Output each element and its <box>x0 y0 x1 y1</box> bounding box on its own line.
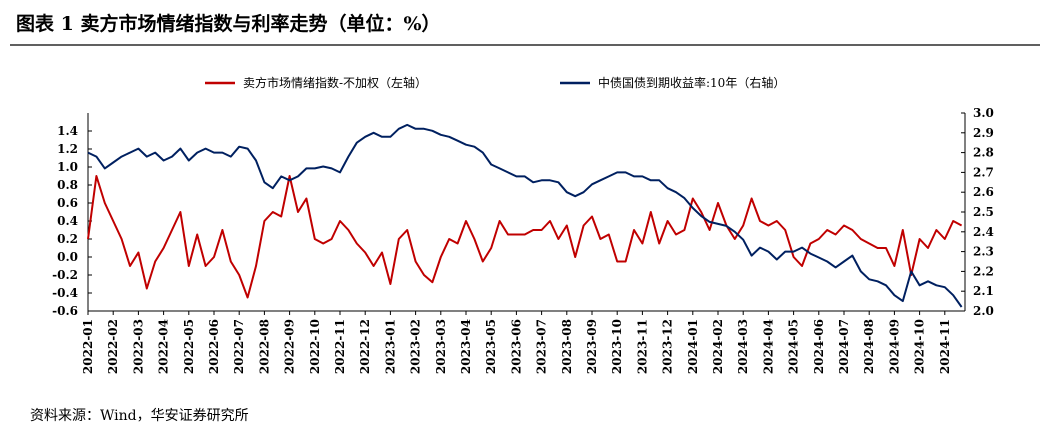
y2-tick-label: 2.3 <box>973 245 994 259</box>
y2-tick-label: 2.6 <box>973 185 994 199</box>
y-tick-label: 0.0 <box>57 250 78 264</box>
x-tick-label: 2022-04 <box>157 319 171 374</box>
y-tick-label: 0.8 <box>57 178 78 192</box>
x-tick-label: 2024-04 <box>761 319 775 374</box>
x-tick-label: 2022-05 <box>182 319 196 374</box>
x-tick-label: 2023-07 <box>535 319 549 374</box>
y-tick-label: 0.4 <box>57 214 78 228</box>
y2-tick-label: 3.0 <box>973 106 994 120</box>
x-tick-label: 2023-01 <box>383 319 397 374</box>
x-tick-label: 2022-08 <box>257 319 271 374</box>
x-tick-label: 2023-05 <box>484 319 498 374</box>
y2-tick-label: 2.5 <box>973 205 994 219</box>
series-line <box>87 175 963 299</box>
y-tick-label: 0.6 <box>57 196 78 210</box>
x-tick-label: 2023-02 <box>409 319 423 374</box>
x-tick-label: 2022-02 <box>106 319 120 374</box>
y2-tick-label: 2.7 <box>973 165 994 179</box>
x-tick-label: 2024-02 <box>711 319 725 374</box>
y-tick-label: 1.4 <box>57 124 78 138</box>
y2-tick-label: 2.1 <box>973 284 994 298</box>
y2-tick-label: 2.0 <box>973 304 994 318</box>
y-tick-label: -0.6 <box>52 304 78 318</box>
x-tick-label: 2022-03 <box>131 319 145 374</box>
y-tick-label: 1.0 <box>57 160 78 174</box>
y2-tick-label: 2.2 <box>973 264 994 278</box>
x-tick-label: 2023-06 <box>509 319 523 374</box>
series-line <box>87 123 963 308</box>
x-tick-label: 2022-12 <box>358 319 372 374</box>
y-tick-label: 1.2 <box>57 142 78 156</box>
source-note: 资料来源：Wind，华安证券研究所 <box>30 408 249 424</box>
y2-tick-label: 2.4 <box>973 225 994 239</box>
x-tick-label: 2024-11 <box>938 319 952 374</box>
chart-title: 图表 1 卖方市场情绪指数与利率走势（单位：%） <box>16 12 441 35</box>
x-tick-label: 2022-11 <box>333 319 347 374</box>
y-tick-label: -0.4 <box>52 286 78 300</box>
x-tick-label: 2024-08 <box>862 319 876 374</box>
x-tick-label: 2024-03 <box>736 319 750 374</box>
x-tick-label: 2024-09 <box>887 319 901 374</box>
y-tick-label: 0.2 <box>57 232 78 246</box>
x-tick-label: 2024-05 <box>787 319 801 374</box>
x-tick-label: 2022-01 <box>81 319 95 374</box>
x-tick-label: 2023-08 <box>560 319 574 374</box>
y2-tick-label: 2.9 <box>973 126 994 140</box>
x-tick-label: 2023-11 <box>635 319 649 374</box>
x-tick-label: 2023-10 <box>610 319 624 374</box>
x-tick-label: 2024-10 <box>913 319 927 374</box>
x-tick-label: 2023-03 <box>434 319 448 374</box>
y-tick-label: -0.2 <box>52 268 78 282</box>
x-tick-label: 2022-07 <box>232 319 246 374</box>
legend-label: 卖方市场情绪指数-不加权（左轴） <box>243 75 427 90</box>
y2-tick-label: 2.8 <box>973 146 994 160</box>
x-tick-label: 2023-04 <box>459 319 473 374</box>
x-tick-label: 2022-09 <box>283 319 297 374</box>
x-tick-label: 2023-12 <box>661 319 675 374</box>
x-tick-label: 2024-01 <box>686 319 700 374</box>
x-tick-label: 2023-09 <box>585 319 599 374</box>
x-tick-label: 2022-06 <box>207 319 221 374</box>
x-tick-label: 2024-07 <box>837 319 851 374</box>
x-tick-label: 2022-10 <box>308 319 322 374</box>
legend-label: 中债国债到期收益率:10年（右轴） <box>598 75 785 90</box>
x-tick-label: 2024-06 <box>812 319 826 374</box>
